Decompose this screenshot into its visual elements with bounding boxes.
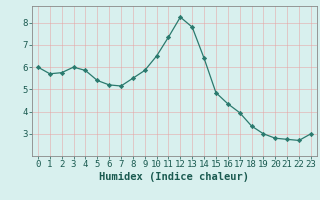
X-axis label: Humidex (Indice chaleur): Humidex (Indice chaleur) <box>100 172 249 182</box>
